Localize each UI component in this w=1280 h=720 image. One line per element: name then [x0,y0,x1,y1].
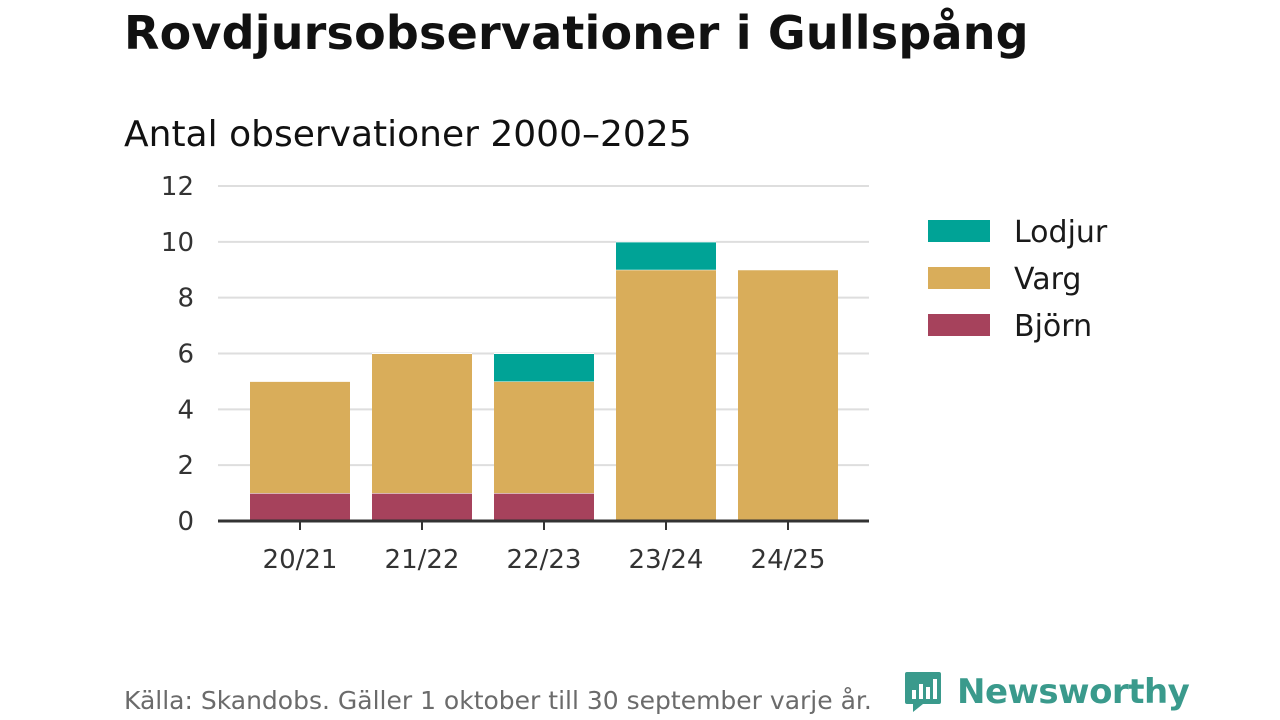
x-tick-label: 23/24 [629,545,704,575]
legend-label: Björn [1014,309,1092,344]
bar-bjorn-22-23 [494,493,594,521]
bar-varg-21-22 [372,353,472,494]
legend-label: Lodjur [1014,215,1108,250]
y-tick-label: 6 [177,340,194,370]
y-tick-label: 12 [161,172,194,202]
y-tick-label: 2 [177,451,194,481]
bar-lodjur-22-23 [494,353,594,382]
newsworthy-logo-icon [905,672,941,712]
legend-swatch [928,267,990,289]
y-tick-label: 10 [161,228,194,258]
chart-subtitle: Antal observationer 2000–2025 [124,114,692,155]
x-tick-label: 21/22 [385,545,460,575]
x-tick-label: 20/21 [263,545,338,575]
x-tick-label: 22/23 [507,545,582,575]
x-tick-label: 24/25 [751,545,826,575]
y-tick-label: 8 [177,284,194,314]
bar-lodjur-23-24 [616,241,716,270]
y-tick-label: 0 [177,507,194,537]
bar-bjorn-20-21 [250,493,350,521]
bar-varg-22-23 [494,381,594,494]
bar-bjorn-21-22 [372,493,472,521]
brand-name: Newsworthy [957,672,1190,712]
legend-label: Varg [1014,262,1081,297]
bar-varg-23-24 [616,269,716,521]
bar-varg-24-25 [738,269,838,521]
legend-swatch [928,220,990,242]
y-tick-label: 4 [177,395,194,425]
source-note: Källa: Skandobs. Gäller 1 oktober till 3… [124,686,872,715]
legend-swatch [928,314,990,336]
bar-varg-20-21 [250,381,350,494]
newsworthy-brand: Newsworthy [903,670,1190,714]
chart-title: Rovdjursobservationer i Gullspång [124,6,1029,60]
